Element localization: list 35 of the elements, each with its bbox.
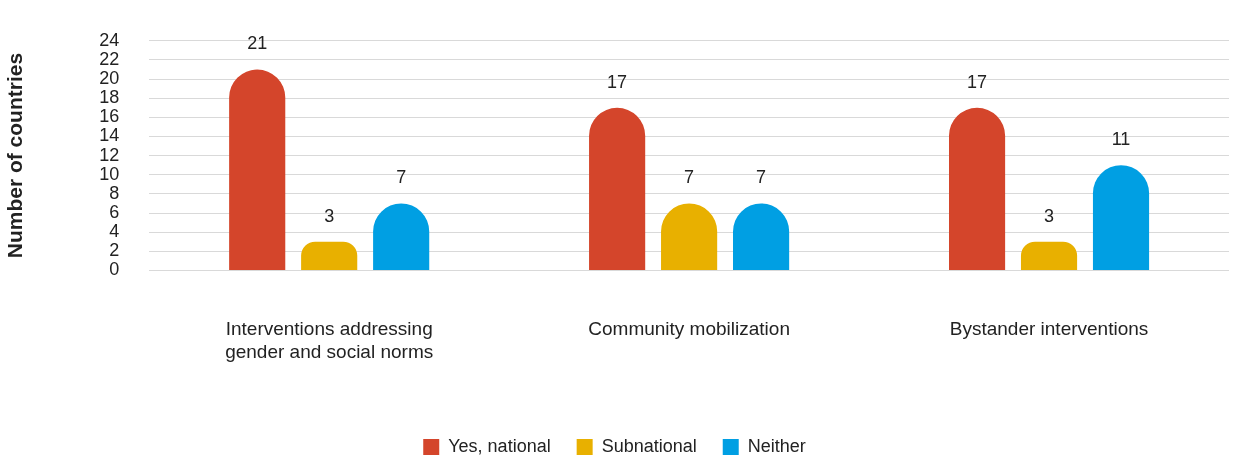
data-label: 11 xyxy=(1111,129,1131,150)
data-label: 21 xyxy=(247,33,268,54)
data-label: 17 xyxy=(967,71,988,92)
bar xyxy=(948,107,1006,270)
y-tick-label: 4 xyxy=(109,221,120,242)
y-tick-label: 0 xyxy=(109,259,120,280)
bar xyxy=(589,107,646,270)
legend-label: Subnational xyxy=(601,435,697,456)
data-label: 3 xyxy=(1044,205,1055,226)
data-label: 7 xyxy=(396,167,407,188)
bar xyxy=(301,241,358,270)
legend-label: Neither xyxy=(747,435,806,456)
y-tick-label: 6 xyxy=(109,201,120,222)
y-tick-label: 2 xyxy=(109,240,120,261)
y-axis-title: Number of countries xyxy=(3,52,27,259)
y-tick-label: 12 xyxy=(99,144,120,165)
legend-label: Yes, national xyxy=(448,435,551,456)
x-tick-label: Bystander interventions xyxy=(949,318,1149,340)
y-tick-label: 10 xyxy=(99,163,120,184)
data-label: 7 xyxy=(684,167,695,188)
y-tick-label: 8 xyxy=(109,182,120,203)
x-tick-label: Community mobilization xyxy=(588,318,790,340)
y-tick-label: 24 xyxy=(99,29,120,50)
data-label: 3 xyxy=(324,205,335,226)
data-label: 17 xyxy=(607,71,628,92)
x-tick-label: Interventions addressing gender and social norms xyxy=(225,318,434,362)
y-tick-label: 22 xyxy=(99,48,120,69)
y-tick-label: 14 xyxy=(99,125,120,146)
bar xyxy=(1092,165,1150,270)
bar xyxy=(1020,241,1078,270)
data-label: 7 xyxy=(756,167,767,188)
y-tick-label: 16 xyxy=(99,106,120,127)
y-tick-label: 18 xyxy=(99,87,120,108)
bar xyxy=(229,69,286,270)
y-tick-label: 20 xyxy=(99,68,120,89)
